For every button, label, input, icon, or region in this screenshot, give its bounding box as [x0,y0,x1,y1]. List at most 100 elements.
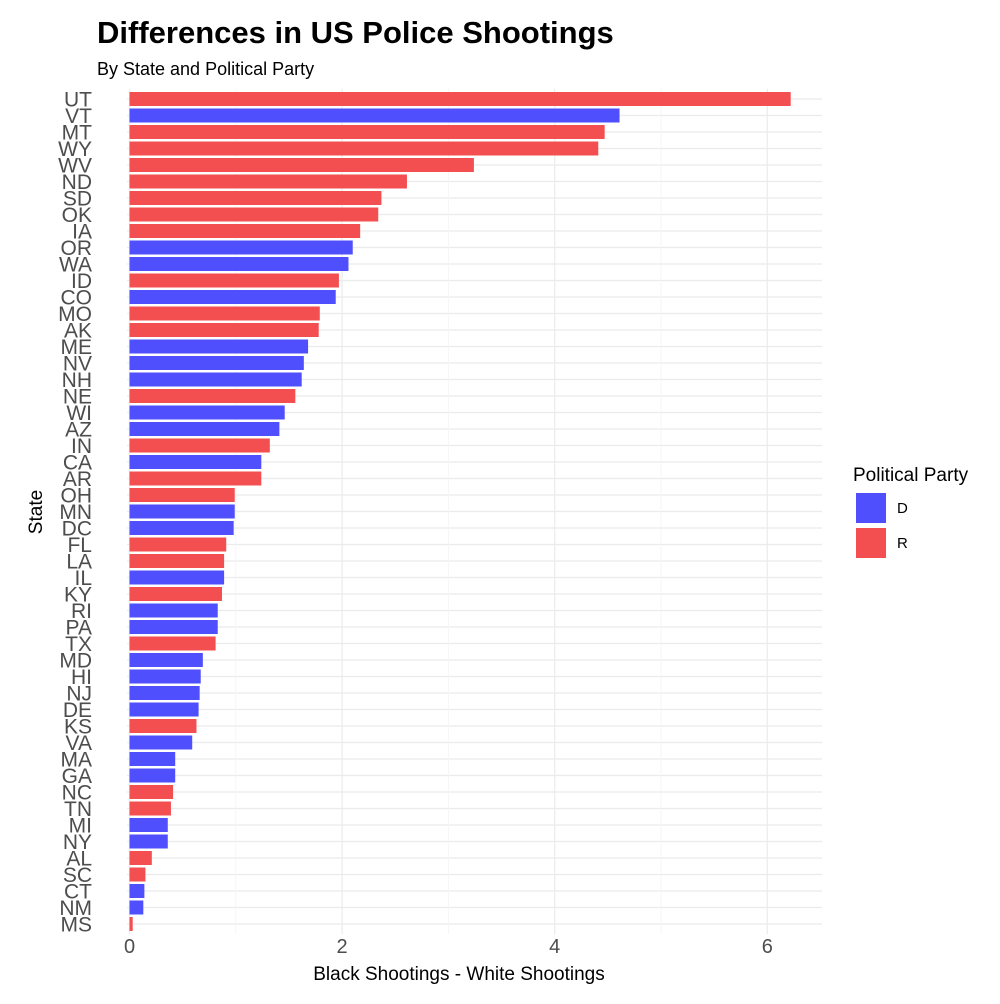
y-tick-label: OH [61,485,93,508]
y-axis-title: State [26,490,47,534]
bar-nj [129,686,200,700]
chart-title: Differences in US Police Shootings [97,15,614,50]
y-tick-label: SC [63,864,92,887]
bar-ak [129,323,319,337]
x-axis-tick-labels: 0 2 4 6 [124,936,773,958]
bar-wy [129,141,599,156]
y-tick-label: WV [58,155,92,178]
bar-de [129,702,199,717]
legend-swatch-d [856,493,886,523]
y-tick-label: CA [63,452,92,475]
bar-az [129,422,280,436]
y-tick-label: AR [63,468,92,491]
y-tick-label: KY [64,584,92,607]
y-tick-label: WI [66,402,92,425]
bar-pa [129,620,218,634]
y-tick-label: MA [61,749,93,772]
bar-la [129,554,225,568]
y-tick-label: IN [71,435,92,458]
x-tick-label: 2 [337,936,348,958]
legend: Political Party DR [853,465,969,558]
x-tick-label: 4 [549,936,560,958]
bar-mt [129,125,605,139]
bar-fl [129,537,227,552]
bar-ok [129,207,379,222]
bar-sd [129,191,382,205]
bar-ky [129,587,222,601]
bar-md [129,653,203,667]
y-tick-label: DC [62,518,92,541]
y-tick-label: CT [64,881,92,904]
bar-ia [129,224,361,238]
y-tick-label: MN [59,501,92,524]
y-tick-label: HI [71,666,92,689]
bar-ms [129,917,133,931]
bar-ne [129,389,296,403]
y-tick-label: ID [71,270,92,293]
bar-ga [129,768,176,783]
y-tick-label: GA [62,765,92,788]
bar-co [129,290,336,304]
y-tick-label: AZ [65,419,92,442]
y-tick-label: UT [64,89,92,112]
y-tick-label: ND [62,171,92,194]
y-tick-label: MS [61,914,93,937]
y-tick-label: CO [61,287,93,310]
y-tick-label: NE [63,386,92,409]
bar-tn [129,801,171,816]
bar-oh [129,488,235,502]
y-tick-label: RI [71,600,92,623]
bar-mi [129,818,168,832]
y-tick-label: MO [58,303,92,326]
bar-wa [129,257,349,271]
y-tick-label: VT [65,105,92,128]
bar-vt [129,108,620,123]
y-tick-label: PA [66,617,92,640]
bar-nc [129,785,174,799]
bar-ny [129,834,168,849]
y-tick-label: WA [59,254,92,277]
bar-il [129,570,225,585]
y-tick-label: TN [64,798,92,821]
y-tick-label: NC [62,782,92,805]
bar-me [129,339,309,354]
y-tick-label: SD [63,188,92,211]
legend-swatch-r [856,528,886,558]
bar-ma [129,752,176,766]
y-tick-label: NJ [66,683,92,706]
y-tick-label: NY [63,831,92,854]
bar-or [129,240,353,255]
bar-wi [129,405,285,420]
y-tick-label: OK [62,204,92,227]
legend-entries: DR [856,493,908,558]
legend-label-d: D [897,500,908,517]
y-tick-label: IL [74,567,92,590]
bar-wv [129,158,474,172]
bar-ct [129,884,145,898]
legend-label-r: R [897,535,908,552]
bar-nh [129,372,302,387]
y-tick-label: LA [66,551,92,574]
bar-ut [129,92,791,106]
y-tick-label: FL [67,534,92,557]
y-tick-label: ME [61,336,93,359]
bars [129,92,791,931]
bar-ks [129,719,197,733]
y-tick-label: NH [62,369,92,392]
chart-subtitle: By State and Political Party [97,59,314,79]
x-tick-label: 0 [124,936,135,958]
bar-ar [129,471,262,486]
y-tick-label: NV [63,353,92,376]
x-tick-label: 6 [762,936,773,958]
y-tick-label: MD [59,650,92,673]
x-axis-title: Black Shootings - White Shootings [313,964,605,985]
bar-mn [129,504,235,519]
bar-in [129,438,270,453]
y-tick-label: WY [58,138,92,161]
y-tick-label: VA [66,732,92,755]
legend-title: Political Party [853,465,969,486]
y-tick-label: OR [61,237,93,260]
bar-nv [129,356,304,370]
y-tick-label: IA [72,221,92,244]
